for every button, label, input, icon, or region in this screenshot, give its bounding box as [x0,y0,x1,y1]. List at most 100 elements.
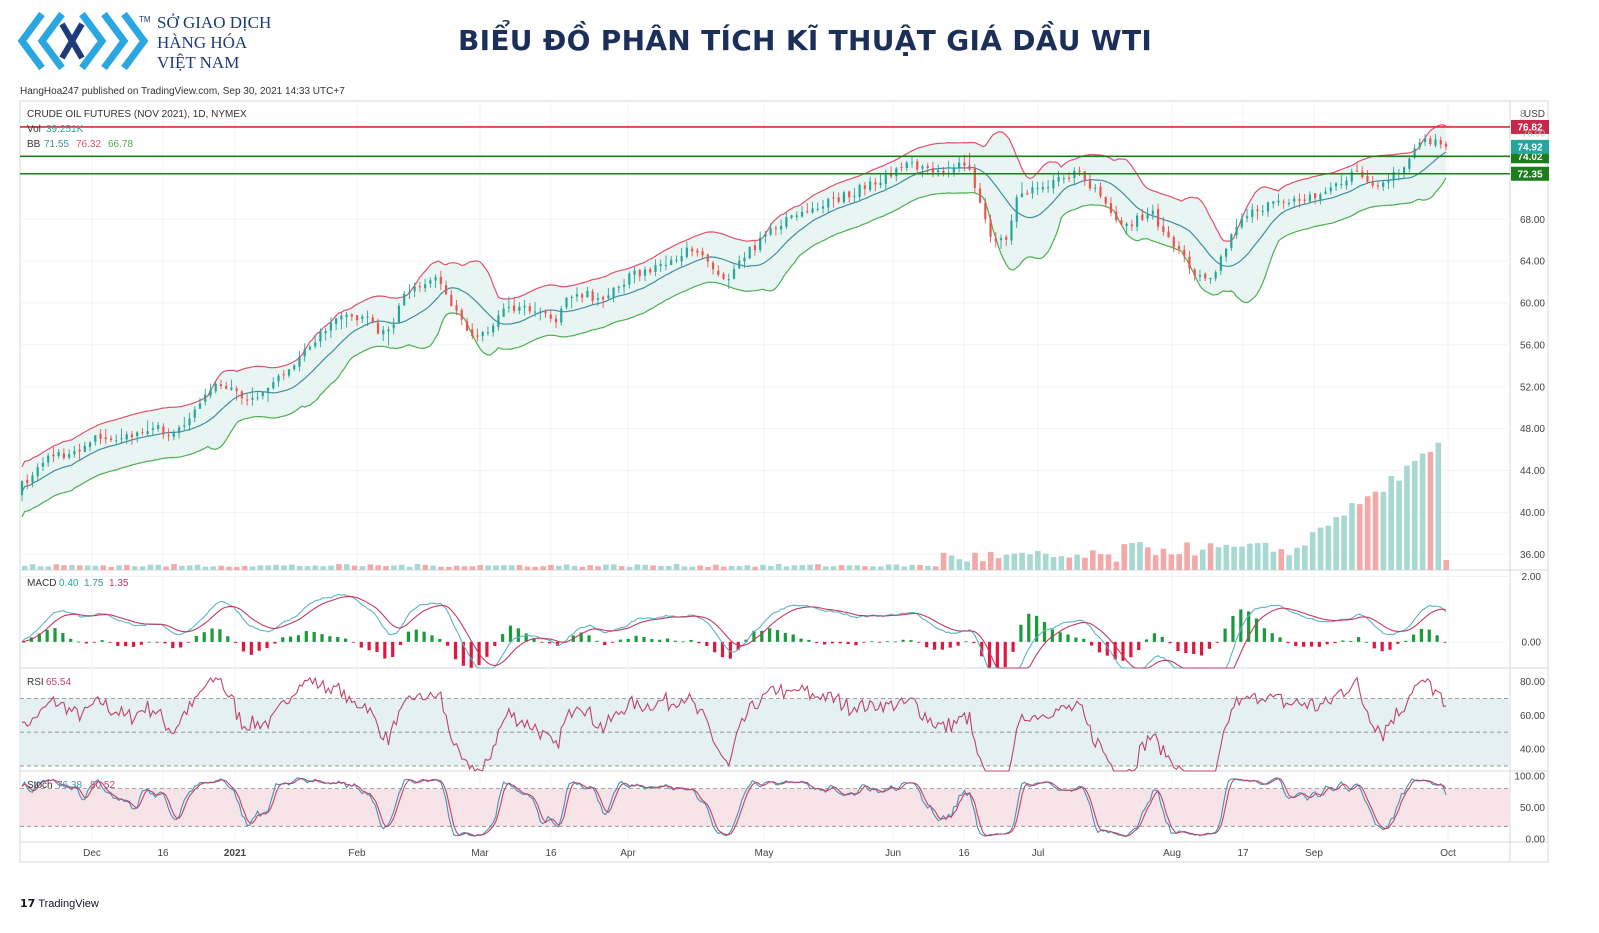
volume-bar [1144,547,1151,570]
legend: CRUDE OIL FUTURES (NOV 2021), 1D, NYMEX … [27,109,247,791]
macd-histogram-bar [650,639,654,642]
volume-bar [964,561,970,570]
candle-body [382,330,385,335]
candle-body [800,211,804,217]
volume-bar [186,565,193,570]
candle-body [329,322,332,331]
volume-bar [736,566,743,570]
candle-body [219,384,223,387]
candle-body [1156,209,1160,227]
macd-histogram-bar [807,639,811,642]
candle-body [727,279,730,281]
macd-histogram-bar [273,641,277,644]
candle-body [350,314,353,317]
hidden-price-label: 76.00 [1522,128,1545,138]
candle-body [214,383,217,392]
candle-body [989,219,992,237]
candle-body [282,374,285,376]
macd-histogram-bar [870,641,874,643]
candle-body [539,311,542,313]
volume-bar [1090,550,1096,570]
candle-body [795,215,798,217]
volume-bar [414,564,421,570]
volume-bar [461,566,468,570]
volume-bar [548,564,554,570]
last-price-label: 74.92 [1517,142,1542,153]
currency-label: USD [1524,109,1545,120]
candle-body [691,248,694,252]
macd-histogram-bar [100,640,104,642]
macd-histogram-bar [548,641,552,644]
volume-bar [1333,516,1340,570]
price-tick-label: 60.00 [1520,299,1545,310]
macd-histogram-bar [1042,622,1047,642]
volume-bar [587,565,594,570]
volume-bar [1066,557,1073,570]
candle-body [785,216,788,227]
macd-histogram-bar [1011,641,1015,652]
candle-body [1403,167,1406,174]
candle-body [1303,199,1306,201]
rsi-tick-label: 60.00 [1520,711,1545,722]
volume-bar [1294,547,1300,570]
candle-body [471,329,474,337]
macd-histogram-bar [422,631,426,642]
macd-histogram-bar [202,632,206,642]
candle-body [439,276,442,284]
volume-bar [328,565,334,570]
volume-bar [1278,549,1285,570]
volume-bar [446,566,452,570]
candle-body [1183,249,1186,256]
candle-body [1146,214,1149,219]
volume-bar [1074,554,1080,570]
candle-body [1444,143,1448,147]
candle-body [151,428,154,430]
volume-bar [265,565,272,570]
volume-bar [124,564,130,570]
candle-body [1198,275,1202,277]
volume-bar [752,566,758,570]
candle-body [1266,202,1270,212]
candle-body [842,192,846,203]
candle-body [821,206,825,209]
candle-body [1094,187,1097,189]
candle-body [376,322,380,334]
volume-bar [1364,496,1371,570]
volume-bar [1160,548,1167,570]
candle-body [1429,138,1432,145]
volume-bar [956,559,963,570]
candle-body [1052,180,1055,189]
candle-body [261,392,264,396]
candle-body [319,331,322,342]
candle-body [999,238,1003,241]
volume-bar [1035,550,1041,570]
candle-body [696,250,699,253]
macd-histogram-bar [862,641,866,643]
macd-histogram-bar [713,641,717,653]
macd-histogram-bar [783,632,787,642]
volume-bar [1199,549,1206,570]
volume-bar [108,566,114,570]
candle-body [397,305,401,324]
macd-histogram-bar [1333,641,1337,644]
macd-histogram-bar [720,641,725,658]
candle-body [643,269,647,276]
volume-bar [689,566,696,570]
candle-body [1382,182,1385,187]
macd-histogram-bar [1411,634,1416,642]
candle-body [387,329,390,332]
candle-body [287,369,291,376]
volume-bar [1011,553,1018,570]
candle-body [596,298,599,301]
candle-body [764,233,767,237]
macd-histogram-bar [1152,633,1157,642]
candle-body [858,184,861,197]
volume-bar [194,564,201,570]
volume-bar [257,565,264,570]
macd-histogram-bar [1066,634,1070,642]
tradingview-footer: 17 TradingView [20,897,99,910]
macd-histogram-bar [1396,641,1400,644]
rsi-label: RSI [27,677,44,688]
candle-body [303,349,306,357]
